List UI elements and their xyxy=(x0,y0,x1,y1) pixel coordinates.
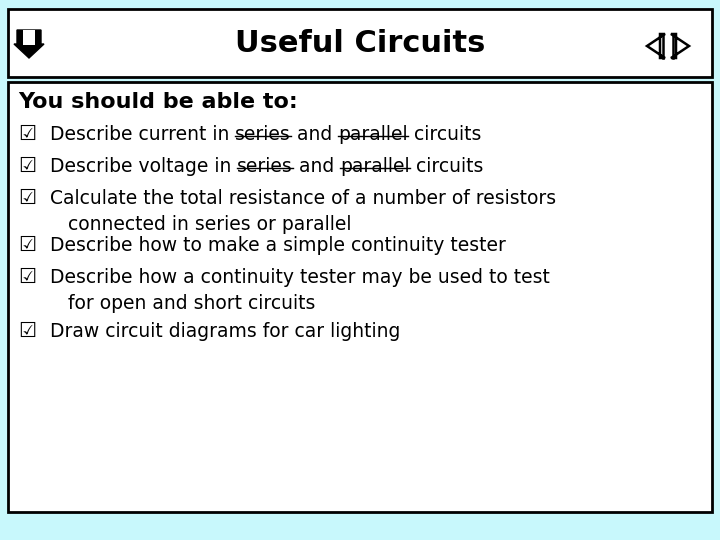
Text: ☑: ☑ xyxy=(18,322,36,341)
Text: parallel: parallel xyxy=(338,125,408,144)
Text: circuits: circuits xyxy=(408,125,482,144)
Text: You should be able to:: You should be able to: xyxy=(18,92,298,112)
Polygon shape xyxy=(14,44,44,58)
FancyBboxPatch shape xyxy=(8,82,712,512)
Text: and: and xyxy=(291,125,338,144)
Text: series: series xyxy=(235,125,291,144)
Text: connected in series or parallel: connected in series or parallel xyxy=(68,215,351,234)
Text: for open and short circuits: for open and short circuits xyxy=(68,294,315,313)
Text: ☑: ☑ xyxy=(18,236,36,255)
Text: ☑: ☑ xyxy=(18,157,36,176)
Text: Useful Circuits: Useful Circuits xyxy=(235,29,485,57)
Text: Draw circuit diagrams for car lighting: Draw circuit diagrams for car lighting xyxy=(50,322,400,341)
FancyBboxPatch shape xyxy=(8,9,712,77)
Text: ☑: ☑ xyxy=(18,189,36,208)
Text: Calculate the total resistance of a number of resistors: Calculate the total resistance of a numb… xyxy=(50,189,556,208)
Text: ☑: ☑ xyxy=(18,268,36,287)
Text: Describe how a continuity tester may be used to test: Describe how a continuity tester may be … xyxy=(50,268,550,287)
Text: circuits: circuits xyxy=(410,157,483,176)
Text: Describe current in: Describe current in xyxy=(50,125,235,144)
FancyBboxPatch shape xyxy=(23,30,35,45)
Text: series: series xyxy=(238,157,293,176)
Text: Describe voltage in: Describe voltage in xyxy=(50,157,238,176)
Text: ☑: ☑ xyxy=(18,125,36,144)
Polygon shape xyxy=(17,30,41,53)
Text: Describe how to make a simple continuity tester: Describe how to make a simple continuity… xyxy=(50,236,506,255)
Text: parallel: parallel xyxy=(341,157,410,176)
Text: and: and xyxy=(293,157,341,176)
